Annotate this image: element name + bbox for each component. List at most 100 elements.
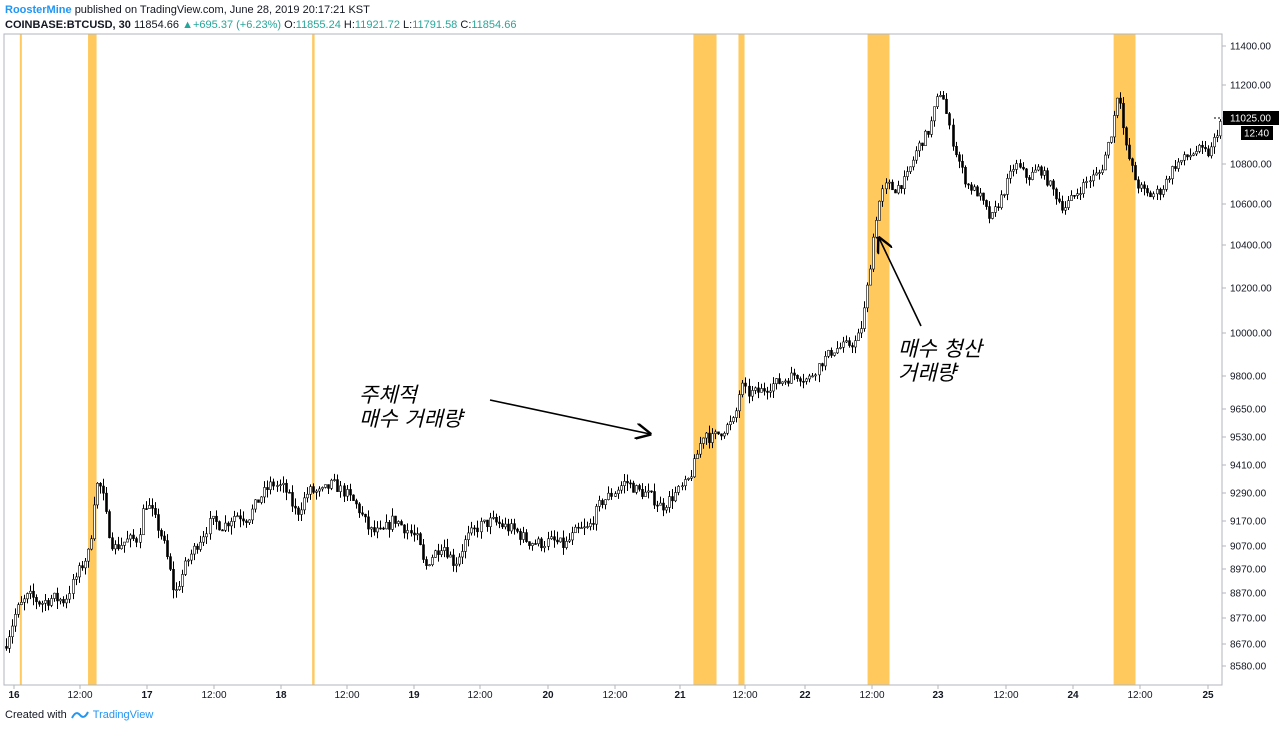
candle-body (601, 500, 604, 505)
candle-body (139, 534, 142, 543)
candle-body (641, 489, 644, 497)
price-axis-label: 10800.00 (1230, 160, 1272, 171)
ohlc-line: COINBASE:BTCUSD, 30 11854.66 ▲+695.37 (+… (5, 18, 516, 32)
price-axis-label: 9170.00 (1230, 517, 1267, 528)
candle-body (1085, 181, 1088, 183)
candle-body (1006, 178, 1009, 195)
candle-body (1067, 200, 1070, 208)
price-axis[interactable]: 11400.00 11200.00 11025.00 10800.00 10600.00… (1214, 42, 1279, 673)
tradingview-brand-link[interactable]: TradingView (92, 709, 154, 721)
candle-body (811, 375, 814, 378)
candle-body (580, 527, 583, 529)
candle-body (927, 130, 930, 135)
candle-body (1089, 180, 1092, 183)
candle-body (224, 522, 227, 531)
symbol-label: COINBASE:BTCUSD, 30 (5, 19, 131, 31)
candle-body (17, 604, 20, 615)
candle-body (276, 485, 279, 487)
candle-body (537, 538, 540, 545)
candle-body (251, 508, 254, 521)
candle-body (714, 431, 717, 434)
annotation-arrow (879, 238, 922, 327)
candle-body (553, 536, 556, 541)
price-chart[interactable]: 11400.00 11200.00 11025.00 10800.00 10600.00… (0, 0, 1280, 705)
candle-body (918, 142, 921, 152)
candle-body (991, 212, 994, 219)
price-change: +695.37 (+6.23%) (193, 19, 282, 31)
candle-body (766, 390, 769, 393)
up-arrow-icon: ▲ (182, 19, 193, 31)
time-axis-label: 20 (542, 690, 554, 701)
candle-body (1003, 194, 1006, 196)
candle-body (1076, 193, 1079, 196)
candle-body (403, 524, 406, 534)
candle-body (148, 505, 151, 509)
candle-body (699, 443, 702, 455)
candle-body (595, 506, 598, 525)
candle-body (1028, 177, 1031, 180)
created-with-label: Created with (5, 709, 67, 721)
time-axis[interactable]: 16 12:00 17 12:00 18 12:00 19 12:00 20 12:00 21 12:… (8, 685, 1214, 701)
candle-body (218, 521, 221, 531)
candle-body (1177, 161, 1180, 169)
candle-body (114, 544, 117, 550)
candle-body (772, 383, 775, 392)
candle-body (437, 550, 440, 555)
candlestick-series (5, 90, 1222, 653)
candle-body (163, 535, 166, 541)
candle-body (650, 490, 653, 493)
candle-body (5, 646, 8, 649)
candle-body (757, 387, 760, 393)
highlight-band (738, 34, 745, 685)
candle-body (123, 541, 126, 546)
candle-body (346, 489, 349, 497)
candle-body (1204, 147, 1207, 150)
candle-body (964, 166, 967, 185)
candle-body (486, 519, 489, 527)
candle-body (1025, 168, 1028, 178)
candle-body (452, 554, 455, 566)
candle-body (221, 529, 224, 532)
annotation-arrow (489, 399, 650, 434)
candle-body (245, 520, 248, 523)
candle-body (400, 521, 403, 526)
candle-body (145, 508, 148, 510)
open-label: O: (284, 19, 296, 31)
candle-body (863, 307, 866, 329)
author-link[interactable]: RoosterMine (5, 4, 72, 16)
candle-body (336, 479, 339, 492)
candle-body (656, 504, 659, 507)
candle-body (586, 526, 589, 528)
candle-body (674, 492, 677, 502)
highlight-band (867, 34, 890, 685)
candle-body (933, 106, 936, 122)
time-axis-label: 23 (932, 690, 944, 701)
candle-body (443, 547, 446, 551)
candle-body (891, 181, 894, 191)
candle-body (1012, 169, 1015, 172)
candle-body (358, 503, 361, 514)
candle-body (44, 600, 47, 604)
candle-body (976, 186, 979, 197)
candle-body (1134, 165, 1137, 181)
candle-body (266, 487, 269, 490)
candle-body (726, 424, 729, 434)
candle-body (921, 142, 924, 147)
publish-line: RoosterMine published on TradingView.com… (5, 3, 516, 17)
candle-body (376, 527, 379, 533)
candle-body (1192, 153, 1195, 156)
close-label: C: (460, 19, 472, 31)
close-value: 11854.66 (471, 19, 517, 31)
candle-body (111, 537, 114, 550)
candle-body (330, 479, 333, 489)
candle-body (65, 598, 68, 604)
candle-body (1137, 179, 1140, 189)
candle-body (38, 601, 41, 605)
candle-body (842, 341, 845, 348)
candle-body (175, 589, 178, 591)
time-axis-label: 18 (275, 690, 287, 701)
candle-body (942, 95, 945, 100)
price-axis-label: 9530.00 (1230, 433, 1267, 444)
price-axis-label: 8670.00 (1230, 640, 1267, 651)
candle-body (343, 485, 346, 497)
